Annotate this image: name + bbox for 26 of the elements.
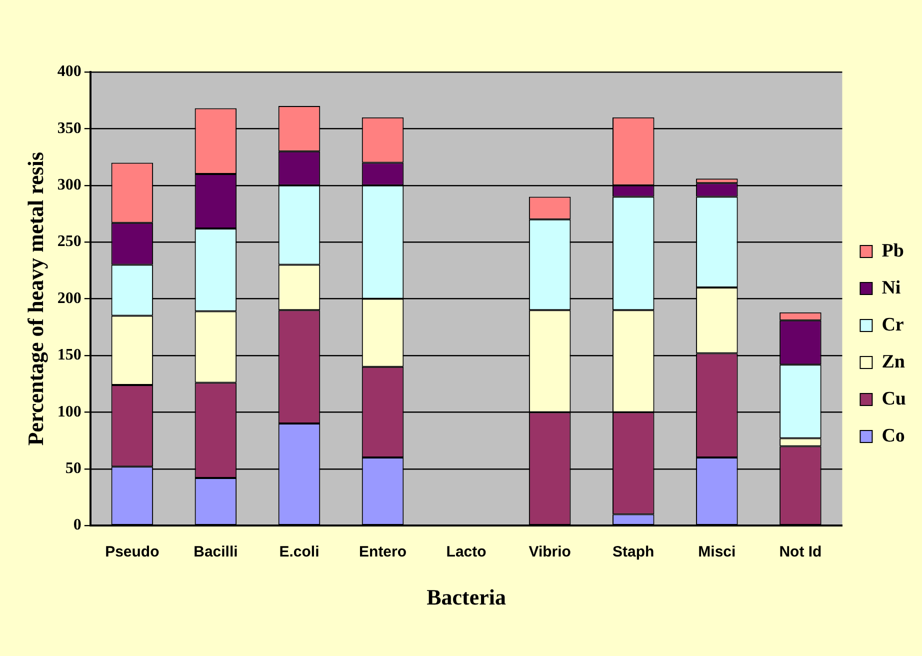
y-tick-label: 300 — [57, 176, 82, 194]
y-axis-title: Percentage of heavy metal resis — [22, 152, 48, 446]
y-tick-label: 100 — [57, 403, 82, 420]
x-tick-label: Misci — [698, 544, 736, 561]
x-tick-label: Entero — [359, 544, 407, 561]
legend-label: Zn — [882, 351, 906, 372]
y-tick-label: 250 — [57, 233, 82, 250]
y-tick-label: 200 — [57, 290, 82, 307]
y-tick-label: 400 — [57, 63, 82, 80]
x-tick-label: Lacto — [446, 544, 486, 561]
x-tick-label: Bacilli — [194, 544, 238, 561]
x-tick-label: Vibrio — [528, 544, 571, 561]
legend-label: Pb — [882, 240, 904, 262]
legend-label: Ni — [882, 277, 901, 298]
legend-label: Co — [882, 425, 905, 446]
y-tick-label: 0 — [73, 516, 82, 534]
legend-label: Cu — [882, 388, 906, 410]
x-tick-label: Pseudo — [105, 544, 160, 561]
y-tick-label: 50 — [65, 460, 82, 478]
legend-label: Cr — [882, 314, 904, 336]
x-axis-title: Bacteria — [426, 584, 506, 610]
x-tick-label: E.coli — [279, 544, 320, 561]
x-tick-label: Not Id — [779, 544, 822, 561]
y-tick-label: 350 — [57, 120, 82, 137]
y-tick-label: 150 — [57, 346, 82, 364]
x-tick-label: Staph — [612, 544, 654, 561]
